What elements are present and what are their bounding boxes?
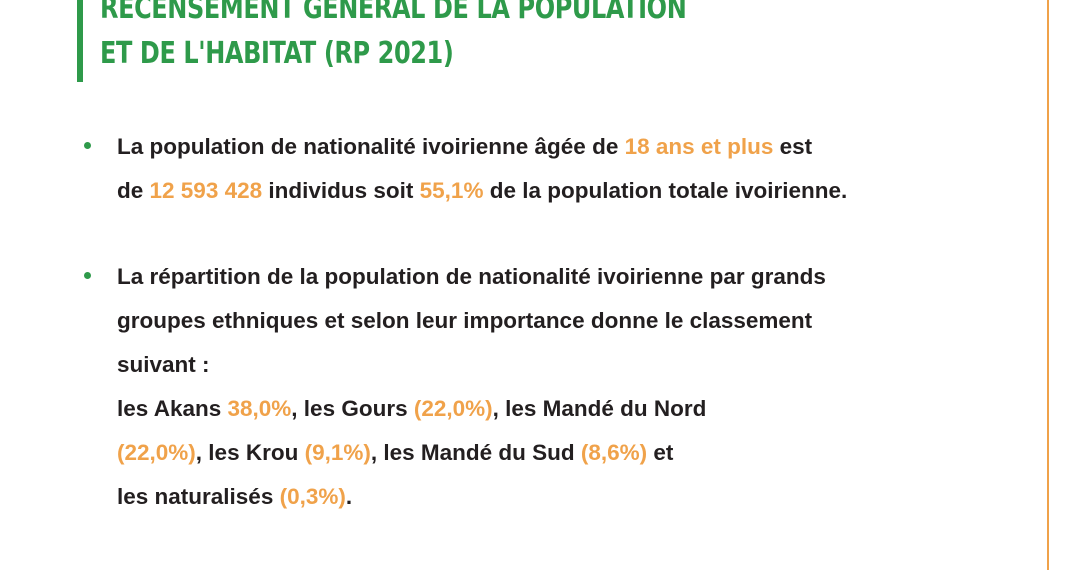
highlight-mande-sud: (8,6%)	[580, 440, 648, 465]
right-border-rule	[1047, 0, 1049, 570]
bullet-item-adult-population: La population de nationalité ivoirienne …	[82, 125, 1042, 213]
content-body: La population de nationalité ivoirienne …	[82, 125, 1042, 519]
highlight-naturalises: (0,3%)	[279, 484, 346, 509]
bullet2-line-3: suivant :	[117, 352, 210, 377]
highlight-count: 12 593 428	[149, 178, 263, 203]
text-segment: , les Mandé du Nord	[492, 396, 707, 421]
text-segment: , les Mandé du Sud	[370, 440, 581, 465]
bullet2-line-6: les naturalisés (0,3%).	[117, 475, 1042, 519]
bullet2-line-1: La répartition de la population de natio…	[117, 264, 826, 289]
text-segment: les naturalisés	[117, 484, 280, 509]
bullet-item-ethnic-groups: La répartition de la population de natio…	[82, 255, 1042, 519]
highlight-krou: (9,1%)	[304, 440, 371, 465]
bullet-dot-icon	[84, 272, 91, 279]
text-segment: , les Krou	[195, 440, 305, 465]
text-segment: de	[117, 178, 150, 203]
text-segment: est	[773, 134, 813, 159]
bullet2-line-4: les Akans 38,0%, les Gours (22,0%), les …	[117, 387, 1042, 431]
text-segment: La population de nationalité ivoirienne …	[117, 134, 625, 159]
title-accent-bar	[77, 0, 83, 82]
title-line-1: RÉCENSEMENT GÉNÉRAL DE LA POPULATION	[100, 0, 687, 26]
highlight-age: 18 ans et plus	[624, 134, 774, 159]
text-segment: et	[647, 440, 674, 465]
bullet1-line-2: de 12 593 428 individus soit 55,1% de la…	[117, 169, 1042, 213]
bullet1-line-1: La population de nationalité ivoirienne …	[117, 125, 1042, 169]
bullet-dot-icon	[84, 142, 91, 149]
text-segment: .	[345, 484, 353, 509]
highlight-akans: 38,0%	[227, 396, 292, 421]
bullet2-line-5: (22,0%), les Krou (9,1%), les Mandé du S…	[117, 431, 1042, 475]
bullet2-line-2: groupes ethniques et selon leur importan…	[117, 308, 813, 333]
text-segment: de la population totale ivoirienne.	[483, 178, 848, 203]
title-line-2: ET DE L'HABITAT (RP 2021)	[100, 36, 454, 71]
highlight-mande-nord: (22,0%)	[117, 440, 196, 465]
text-segment: , les Gours	[291, 396, 414, 421]
text-segment: individus soit	[262, 178, 420, 203]
page-title: RÉCENSEMENT GÉNÉRAL DE LA POPULATION ET …	[100, 0, 687, 76]
text-segment: les Akans	[117, 396, 228, 421]
highlight-percent: 55,1%	[419, 178, 484, 203]
highlight-gours: (22,0%)	[413, 396, 493, 421]
